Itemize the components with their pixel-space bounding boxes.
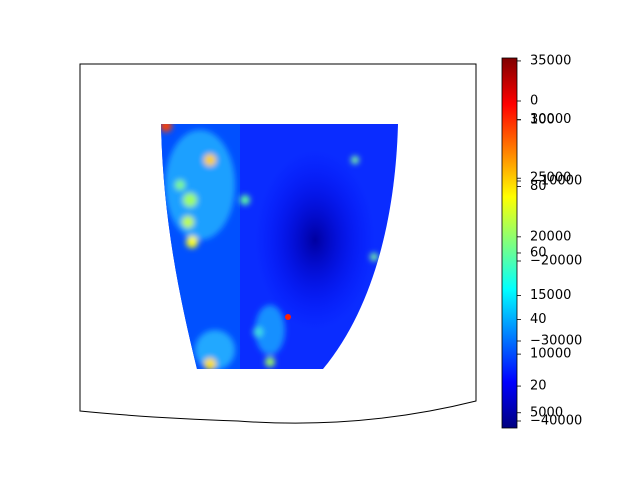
heatmap — [161, 124, 398, 369]
colorbar-tick-label: 40 — [530, 312, 547, 327]
colorbar-tick-label: 0 — [530, 94, 538, 109]
colorbar — [501, 57, 518, 429]
colorbar-tick-label: 5000 — [530, 405, 563, 420]
colorbar-tick-label: 100 — [530, 112, 555, 127]
colorbar-tick-label: −30000 — [530, 334, 582, 349]
colorbar-tick-label: −20000 — [530, 254, 582, 269]
colorbar-tick-label: −40000 — [530, 414, 582, 429]
colorbar-tick-label: −10000 — [530, 174, 582, 189]
colorbar-tick-label: 20 — [530, 379, 547, 394]
map-frame — [79, 63, 477, 424]
colorbar-tick-label: 30000 — [530, 112, 571, 127]
colorbar-tick-label: 15000 — [530, 288, 571, 303]
colorbar-tick-label: 20000 — [530, 229, 571, 244]
colorbar-tick-label: 10000 — [530, 347, 571, 362]
colorbar-tick-label: 60 — [530, 245, 547, 260]
colorbar-tick-label: 80 — [530, 179, 547, 194]
colorbar-tick-label: 35000 — [530, 53, 571, 68]
colorbar-tick-label: 25000 — [530, 171, 571, 186]
